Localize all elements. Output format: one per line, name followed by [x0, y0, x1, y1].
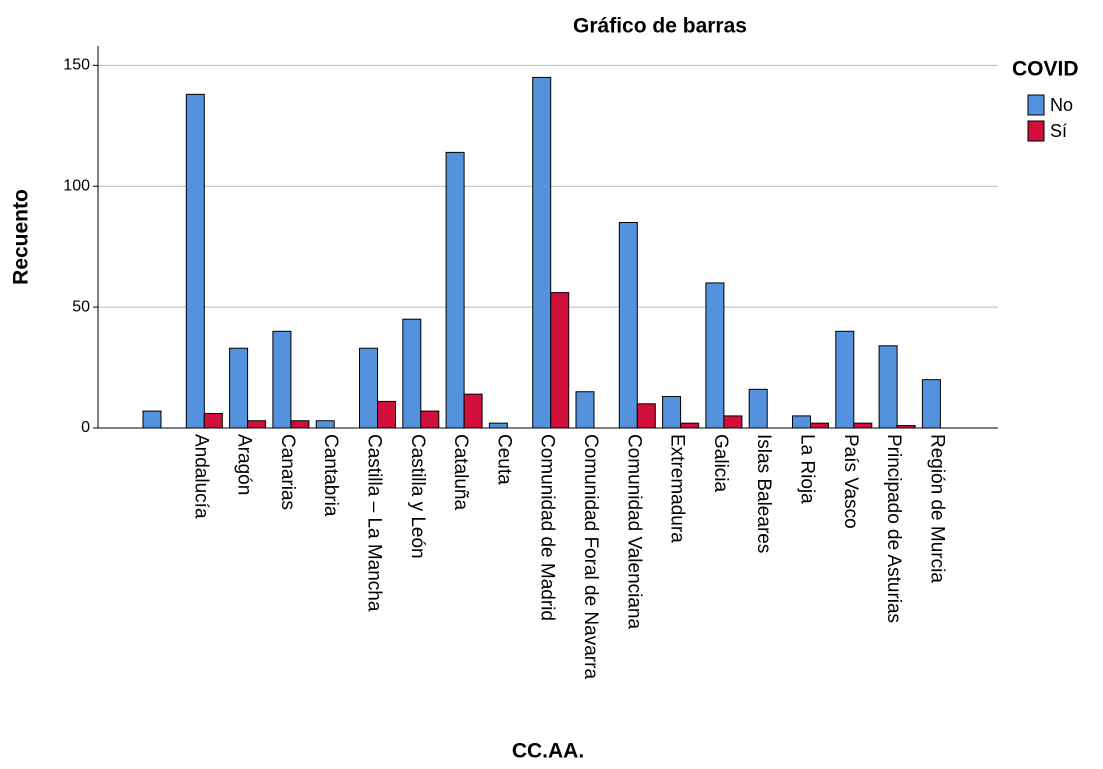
x-tick-label: La Rioja	[796, 434, 818, 504]
legend-swatch	[1027, 120, 1045, 142]
x-tick-label: Islas Baleares	[753, 434, 775, 554]
bar	[636, 403, 656, 429]
bar	[550, 292, 570, 429]
x-tick-label: Castilla – La Mancha	[363, 434, 385, 612]
bar	[315, 420, 335, 429]
bar	[445, 151, 465, 429]
y-tick-label: 0	[81, 419, 90, 436]
bar	[662, 396, 682, 429]
x-axis-label: CC.AA.	[512, 740, 584, 763]
bar	[748, 388, 768, 429]
y-tick-label: 100	[63, 177, 90, 194]
bar	[203, 412, 223, 429]
x-tick-label: Comunidad Valenciana	[623, 434, 645, 630]
x-tick-label: Canarias	[276, 434, 298, 511]
bar	[792, 415, 811, 429]
x-tick-label: Comunidad de Madrid	[536, 434, 558, 621]
x-tick-label: Región de Murcia	[926, 434, 948, 583]
bar	[463, 393, 483, 429]
bar	[247, 420, 267, 429]
bar	[185, 93, 205, 429]
bar	[142, 410, 162, 429]
bar	[705, 282, 725, 429]
bar	[575, 391, 595, 429]
legend-swatch	[1027, 94, 1045, 116]
x-tick-label: País Vasco	[839, 434, 861, 529]
legend-label: Sí	[1050, 121, 1067, 141]
x-tick-label: Cataluña	[450, 434, 472, 511]
x-tick-label: Andalucía	[190, 434, 212, 519]
x-tick-label: Ceuta	[493, 434, 515, 485]
y-axis-label: Recuento	[10, 189, 33, 285]
bar	[272, 330, 292, 429]
bar	[618, 221, 638, 429]
x-tick-label: Comunidad Foral de Navarra	[580, 434, 601, 680]
chart-title: Gráfico de barras	[573, 15, 747, 38]
legend-title: COVID	[1012, 58, 1079, 81]
y-tick-label: 150	[63, 57, 90, 74]
bar	[810, 422, 829, 429]
bar	[359, 347, 378, 429]
bar	[680, 422, 700, 429]
y-tick-label: 50	[72, 298, 90, 315]
bar	[853, 422, 873, 429]
bar	[532, 76, 552, 429]
x-tick-label: Aragón	[233, 434, 255, 496]
x-tick-label: Galicia	[709, 434, 731, 493]
bar	[290, 420, 310, 429]
bar	[377, 400, 396, 429]
bar	[420, 410, 440, 429]
x-tick-label: Castilla y León	[406, 434, 428, 559]
bar	[229, 347, 249, 429]
x-tick-label: Principado de Asturias	[883, 434, 905, 624]
bar	[488, 422, 508, 429]
x-tick-label: Cantabria	[320, 434, 342, 517]
x-tick-label: Extremadura	[666, 434, 688, 543]
bar	[723, 415, 743, 429]
bar	[402, 318, 422, 429]
bar	[878, 345, 898, 429]
legend-label: No	[1050, 95, 1073, 115]
bar	[835, 330, 855, 429]
bar	[921, 379, 941, 429]
